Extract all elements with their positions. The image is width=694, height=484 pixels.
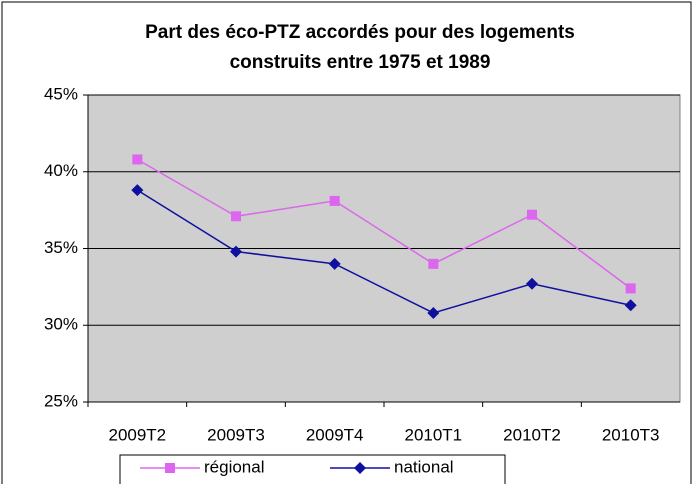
series-line <box>136 189 631 314</box>
series-line <box>136 158 632 290</box>
y-tick-label: 40% <box>44 161 78 180</box>
x-tick-label: 2010T2 <box>503 425 561 444</box>
chart-title: Part des éco-PTZ accordés pour des logem… <box>145 22 575 43</box>
chart-title: construits entre 1975 et 1989 <box>230 52 491 73</box>
point <box>526 277 538 290</box>
y-tick-label: 30% <box>44 315 78 334</box>
legend-label: régional <box>204 457 265 476</box>
point <box>329 195 340 206</box>
x-tick-label: 2009T3 <box>207 425 265 444</box>
point <box>131 184 144 197</box>
point <box>328 257 341 270</box>
x-tick-label: 2010T1 <box>404 425 462 444</box>
point <box>230 245 242 258</box>
x-tick-label: 2009T2 <box>108 425 166 444</box>
point <box>428 258 439 269</box>
point <box>527 209 537 220</box>
point <box>624 299 637 312</box>
y-tick-label: 25% <box>44 391 78 410</box>
x-tick-label: 2010T3 <box>602 425 660 444</box>
point <box>427 306 440 319</box>
legend-box <box>119 454 506 484</box>
x-tick-label: 2009T4 <box>306 425 364 444</box>
legend-marker <box>165 463 175 473</box>
legend-label: national <box>394 457 454 476</box>
point <box>132 154 143 165</box>
y-tick-label: 45% <box>44 84 78 103</box>
y-tick-label: 35% <box>44 238 78 257</box>
legend-marker <box>354 462 366 474</box>
point <box>625 283 636 294</box>
point <box>231 211 241 222</box>
